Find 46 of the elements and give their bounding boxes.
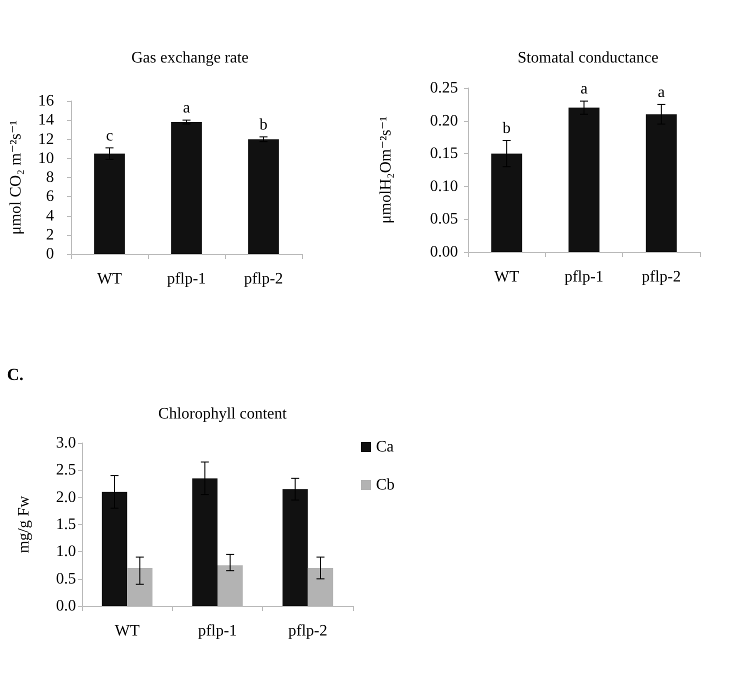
annotation: b (260, 116, 268, 134)
x-tick-label: WT (114, 622, 140, 640)
y-tick-label: 14 (38, 112, 54, 129)
y-tick-label: 16 (38, 92, 54, 110)
y-axis-title: μmol CO₂ m⁻²s⁻¹ (8, 120, 24, 235)
y-tick-label: 0 (46, 246, 54, 262)
y-tick-label: 0.00 (430, 244, 458, 260)
y-tick-label: 0.15 (430, 145, 458, 162)
chart-title: Gas exchange rate (131, 50, 249, 66)
y-tick-label: 1.5 (56, 516, 76, 533)
y-tick-label: 6 (46, 188, 54, 206)
y-tick-label: 0.25 (430, 80, 458, 96)
y-tick-label: 8 (46, 169, 54, 186)
annotation: c (106, 127, 114, 144)
annotation: a (580, 80, 588, 98)
x-tick-label: pflp-1 (564, 268, 604, 286)
x-tick-label: pflp-2 (244, 270, 284, 288)
y-tick-label: 0.20 (430, 112, 458, 130)
x-tick-label: WT (97, 270, 122, 288)
y-tick-label: 1.0 (56, 543, 76, 560)
y-tick-label: 2.0 (56, 488, 76, 506)
y-tick-label: 0.05 (430, 210, 458, 228)
x-tick-label: pflp-2 (642, 268, 681, 286)
annotation: a (658, 84, 665, 101)
y-tick-label: 12 (38, 130, 54, 148)
y-tick-label: 0.0 (56, 598, 76, 614)
y-tick-label: 3.0 (56, 434, 76, 452)
text: C. (7, 365, 24, 384)
y-tick-label: 10 (38, 150, 54, 167)
y-axis-title: mg/g Fw (16, 495, 32, 554)
y-tick-label: 2 (46, 226, 54, 244)
y-axis-title: μmolH₂Om⁻²s⁻¹ (378, 116, 394, 224)
legend-label: Cb (376, 476, 395, 494)
legend-label: Ca (376, 438, 394, 456)
x-tick-label: pflp-1 (166, 270, 206, 288)
annotation: b (502, 120, 511, 137)
y-tick-label: 4 (46, 207, 54, 224)
y-tick-label: 0.10 (430, 178, 458, 195)
chart-title: Stomatal conductance (518, 50, 658, 66)
annotation: a (182, 100, 190, 117)
y-tick-label: 2.5 (56, 462, 76, 479)
x-tick-label: WT (494, 268, 520, 286)
chart-title: Chlorophyll content (158, 406, 288, 422)
y-tick-label: 0.5 (56, 570, 76, 588)
x-tick-label: pflp-1 (198, 622, 238, 640)
x-tick-label: pflp-2 (288, 622, 328, 640)
